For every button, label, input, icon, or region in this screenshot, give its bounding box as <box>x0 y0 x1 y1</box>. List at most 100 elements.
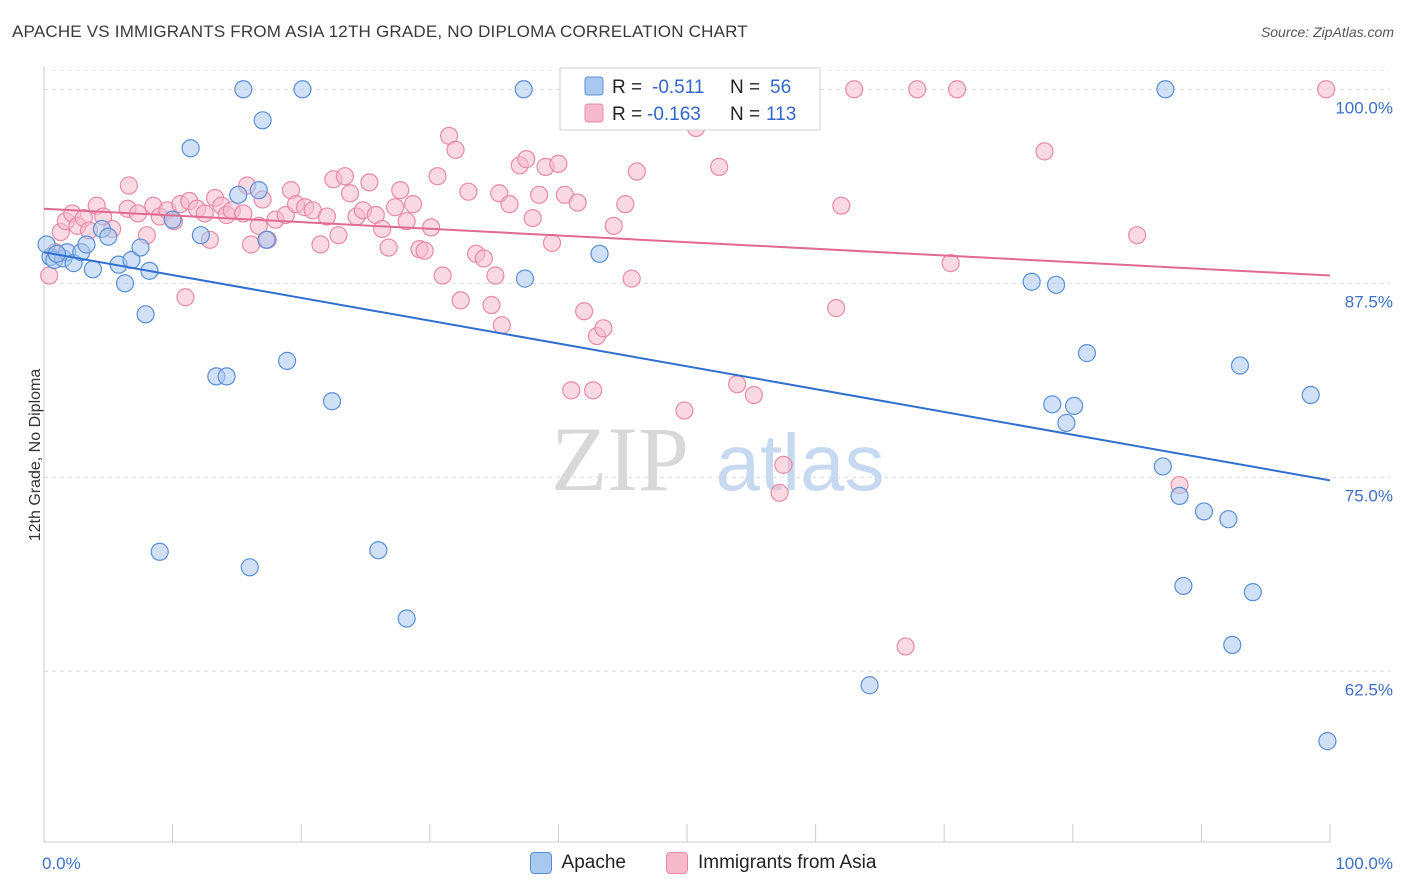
asia-point <box>119 176 138 195</box>
apache-point <box>163 210 182 229</box>
asia-point <box>517 150 536 169</box>
asia-point <box>195 204 214 223</box>
series-immigrants-from-asia <box>40 80 1336 656</box>
asia-point <box>335 167 355 186</box>
asia-point <box>827 299 846 318</box>
asia-point <box>941 254 960 273</box>
watermark: ZIP atlas <box>551 408 884 510</box>
asia-point <box>1127 226 1147 245</box>
apache-point <box>1077 344 1097 363</box>
tick-labels: 0.0% 100.0% 62.5% 75.0% 87.5% 100.0% <box>42 98 1393 873</box>
legend-r-value-asia: -0.163 <box>647 104 701 125</box>
asia-point <box>594 319 613 338</box>
asia-point <box>616 195 635 214</box>
legend-swatch-apache <box>584 76 604 96</box>
asia-point <box>728 375 747 394</box>
asia-point <box>523 208 542 228</box>
apache-point <box>1230 356 1250 375</box>
apache-point <box>1170 486 1189 506</box>
apache-point <box>515 269 535 288</box>
y-tick-label: 100.0% <box>1335 98 1393 117</box>
trend-line-asia <box>43 207 1331 277</box>
apache-point <box>1022 272 1041 291</box>
asia-point <box>415 241 434 260</box>
asia-point <box>774 455 793 474</box>
apache-point <box>136 305 155 324</box>
asia-point <box>486 266 505 285</box>
apache-point <box>257 230 276 249</box>
asia-point <box>385 198 405 217</box>
asia-point <box>500 195 519 214</box>
chart-title: APACHE VS IMMIGRANTS FROM ASIA 12TH GRAD… <box>12 22 748 41</box>
asia-point <box>311 235 330 254</box>
apache-point <box>1223 635 1242 654</box>
apache-point <box>1318 732 1337 751</box>
y-tick-label: 87.5% <box>1345 292 1393 311</box>
apache-point <box>1194 502 1214 521</box>
apache-point <box>229 185 248 204</box>
apache-point <box>249 181 268 200</box>
apache-point <box>181 139 200 158</box>
apache-point <box>860 676 879 695</box>
asia-point <box>459 182 478 201</box>
legend-item-apache[interactable]: Apache <box>529 852 626 874</box>
legend-label-asia: Immigrants from Asia <box>698 852 877 873</box>
asia-point <box>360 173 379 192</box>
asia-point <box>1035 142 1054 161</box>
apache-point <box>1057 413 1076 433</box>
legend-n-value-apache: 56 <box>770 77 791 98</box>
asia-point <box>542 233 562 253</box>
asia-point <box>234 204 253 223</box>
series-apache <box>37 80 1337 751</box>
apache-point <box>1301 385 1320 405</box>
apache-point <box>150 542 169 561</box>
asia-point <box>1317 80 1336 99</box>
axes <box>43 66 1331 843</box>
legend-label-apache: Apache <box>561 852 626 873</box>
legend-r-label-asia: R = <box>612 104 642 125</box>
legend-n-value-asia: 113 <box>766 104 796 125</box>
asia-point <box>40 266 59 285</box>
asia-point <box>428 167 447 186</box>
asia-point <box>373 219 392 239</box>
asia-point <box>421 218 441 237</box>
asia-point <box>403 195 423 214</box>
legend-r-label-apache: R = <box>612 77 642 98</box>
asia-point <box>317 207 337 226</box>
x-tick-label-max: 100.0% <box>1335 854 1393 873</box>
apache-point <box>77 235 96 254</box>
apache-point <box>240 558 259 577</box>
trend-lines <box>43 207 1331 482</box>
legend-swatch-asia <box>584 103 604 123</box>
asia-point <box>241 235 261 254</box>
series-legend: Apache Immigrants from Asia <box>0 852 1406 874</box>
legend-item-asia[interactable]: Immigrants from Asia <box>666 852 876 874</box>
apache-point <box>217 367 236 386</box>
asia-point <box>622 269 641 288</box>
asia-point <box>562 381 581 400</box>
asia-point <box>568 193 587 212</box>
asia-point <box>896 637 915 656</box>
apache-point <box>293 80 312 99</box>
apache-point <box>277 351 297 370</box>
asia-point <box>604 216 623 235</box>
apache-point <box>253 111 272 130</box>
apache-point <box>1174 576 1193 596</box>
apache-point <box>590 244 609 263</box>
y-tick-label: 75.0% <box>1345 486 1393 505</box>
asia-point <box>176 288 195 307</box>
asia-point <box>710 157 729 176</box>
asia-point <box>451 291 470 310</box>
asia-point <box>530 185 549 204</box>
asia-point <box>845 80 864 99</box>
apache-point <box>99 227 118 246</box>
legend-n-label-apache: N = <box>730 77 760 98</box>
trend-line-apache <box>43 251 1331 482</box>
asia-point <box>832 196 851 215</box>
asia-point <box>391 181 410 200</box>
asia-point <box>482 295 501 315</box>
watermark-atlas: atlas <box>716 418 885 507</box>
x-tick-label-min: 0.0% <box>42 854 81 873</box>
legend-swatch-apache-bottom <box>529 852 552 874</box>
